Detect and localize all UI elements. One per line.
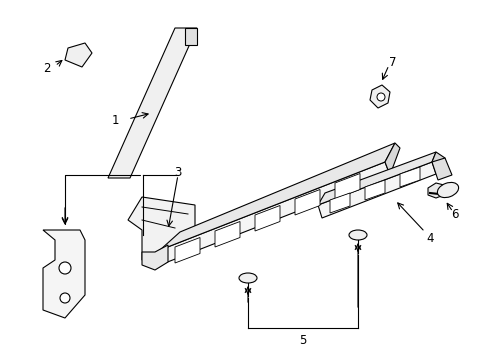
Polygon shape xyxy=(65,43,92,67)
Polygon shape xyxy=(160,143,394,250)
Polygon shape xyxy=(128,197,195,260)
Circle shape xyxy=(376,93,384,101)
Polygon shape xyxy=(254,206,280,231)
Polygon shape xyxy=(399,167,419,187)
Polygon shape xyxy=(369,85,389,108)
Polygon shape xyxy=(431,158,451,180)
Ellipse shape xyxy=(436,183,458,198)
Text: 2: 2 xyxy=(43,62,51,75)
Polygon shape xyxy=(43,230,85,318)
Text: 1: 1 xyxy=(111,113,119,126)
Ellipse shape xyxy=(348,230,366,240)
Polygon shape xyxy=(294,189,319,215)
Circle shape xyxy=(59,262,71,274)
Polygon shape xyxy=(384,143,399,175)
Circle shape xyxy=(60,293,70,303)
Polygon shape xyxy=(334,174,359,199)
Text: 3: 3 xyxy=(174,166,182,179)
Text: 6: 6 xyxy=(450,208,458,221)
Polygon shape xyxy=(175,238,200,263)
Polygon shape xyxy=(431,152,444,170)
Polygon shape xyxy=(317,162,435,218)
Polygon shape xyxy=(427,183,443,198)
Text: 4: 4 xyxy=(426,231,433,244)
Polygon shape xyxy=(184,28,197,45)
Polygon shape xyxy=(317,152,435,205)
Polygon shape xyxy=(329,193,349,213)
Polygon shape xyxy=(108,28,197,178)
Polygon shape xyxy=(160,162,389,263)
Polygon shape xyxy=(364,180,384,200)
Text: 7: 7 xyxy=(388,55,396,68)
Text: 5: 5 xyxy=(299,333,306,346)
Ellipse shape xyxy=(239,273,257,283)
Polygon shape xyxy=(142,245,168,270)
Polygon shape xyxy=(215,221,240,247)
